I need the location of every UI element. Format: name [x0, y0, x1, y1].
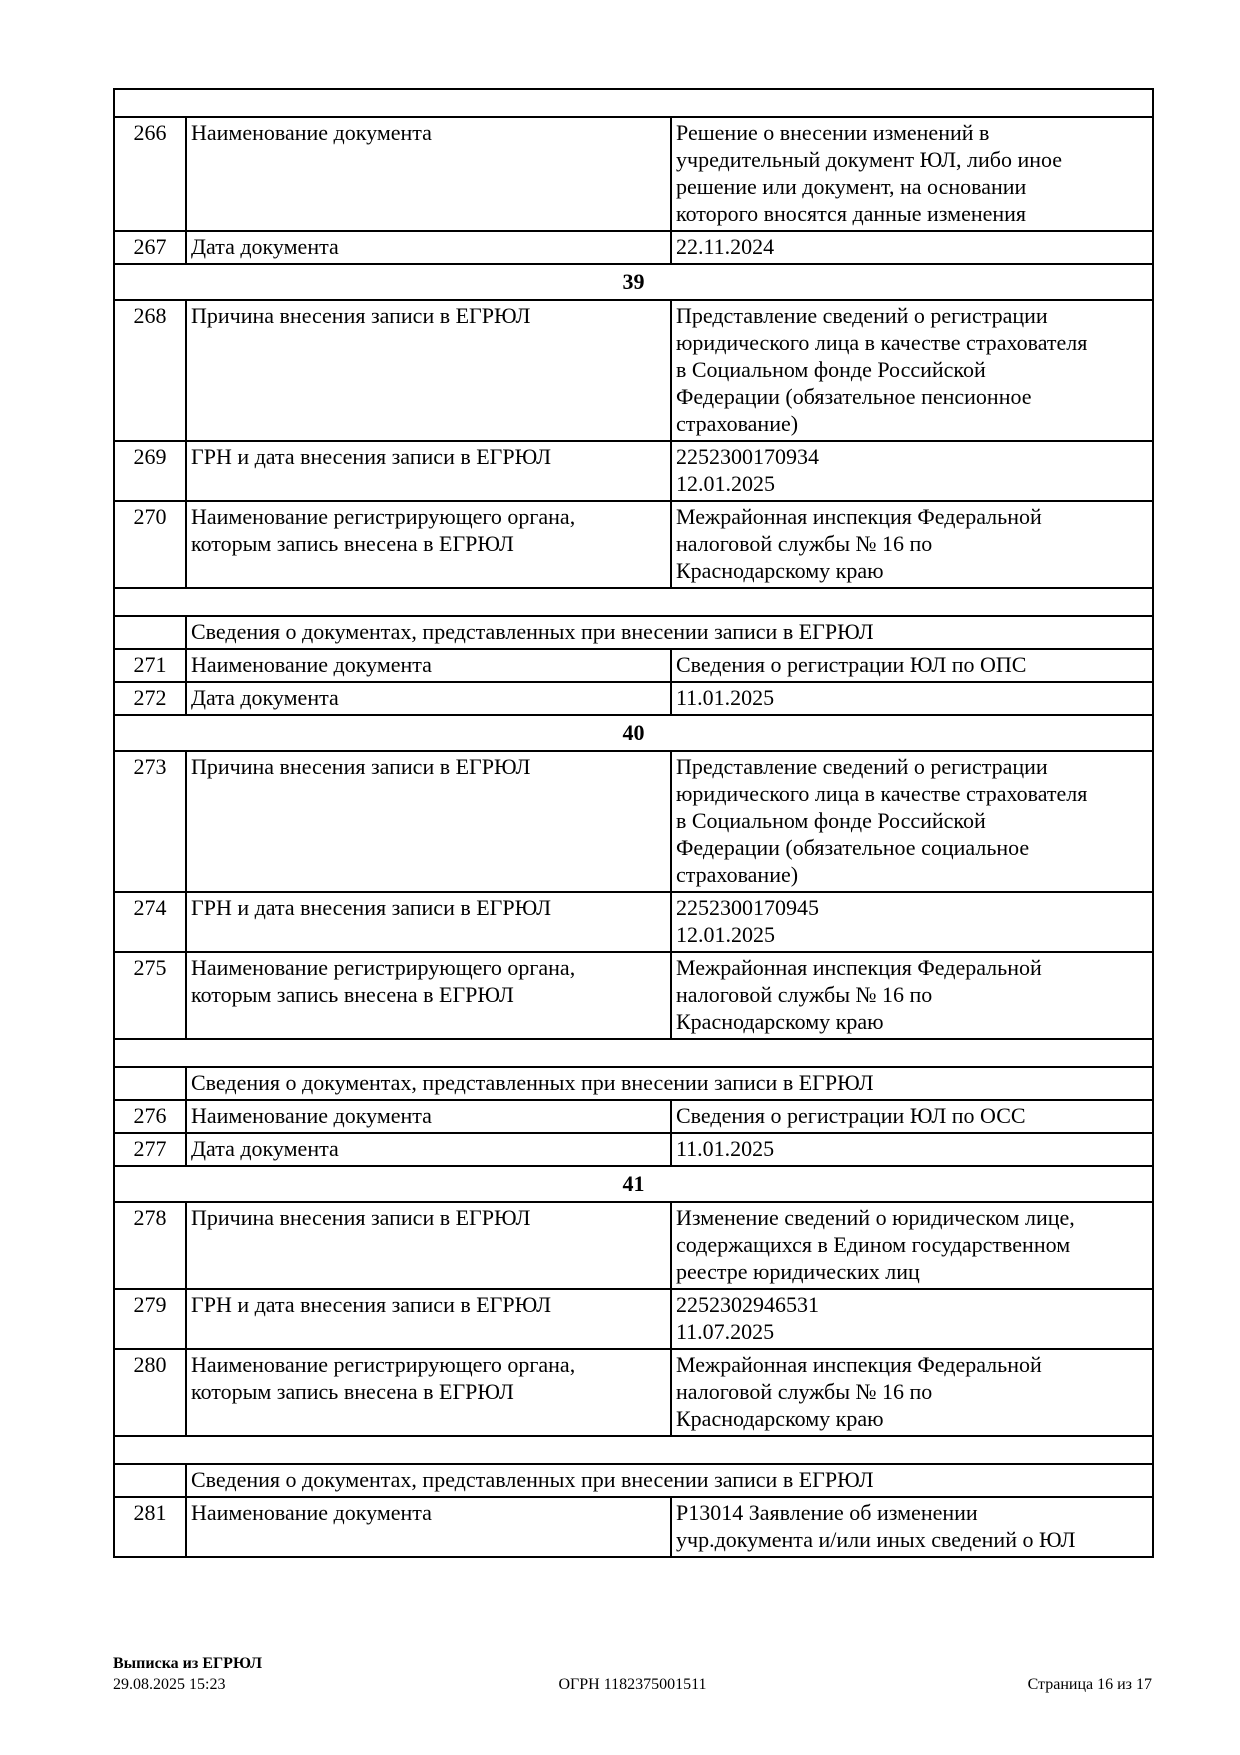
row-number-cell: 274	[113, 891, 187, 953]
field-value-cell: Изменение сведений о юридическом лице, с…	[669, 1201, 1155, 1290]
docs-section-header: Сведения о документах, представленных пр…	[184, 615, 1155, 650]
field-value-cell: Представление сведений о регистрации юри…	[669, 299, 1155, 442]
row-number-cell	[113, 615, 187, 650]
docs-header-row: Сведения о документах, представленных пр…	[113, 1066, 1155, 1101]
table-row: 272 Дата документа 11.01.2025	[113, 681, 1155, 716]
spacer-cell	[112, 1435, 1155, 1465]
field-label-cell: ГРН и дата внесения записи в ЕГРЮЛ	[185, 891, 672, 953]
section-number: 39	[112, 263, 1155, 301]
field-label-cell: Причина внесения записи в ЕГРЮЛ	[185, 1201, 672, 1290]
field-label-cell: Дата документа	[185, 230, 672, 265]
field-value-cell: Сведения о регистрации ЮЛ по ОПС	[669, 648, 1155, 683]
field-value-cell: Сведения о регистрации ЮЛ по ОСС	[669, 1099, 1155, 1134]
section-number: 41	[112, 1165, 1155, 1203]
spacer-cell	[112, 1038, 1155, 1068]
row-number-cell: 272	[113, 681, 187, 716]
footer-datetime: 29.08.2025 15:23	[113, 1676, 226, 1693]
footer-ogrn: ОГРН 1182375001511	[558, 1676, 707, 1693]
docs-section-header: Сведения о документах, представленных пр…	[184, 1463, 1155, 1498]
table-row: 266 Наименование документа Решение о вне…	[113, 116, 1155, 232]
table-row: 275 Наименование регистрирующего органа,…	[113, 951, 1155, 1040]
spacer-cell	[112, 587, 1155, 617]
row-number-cell: 273	[113, 750, 187, 893]
table-row: 267 Дата документа 22.11.2024	[113, 230, 1155, 265]
field-value-cell: Межрайонная инспекция Федеральной налого…	[669, 500, 1155, 589]
row-number-cell: 281	[113, 1496, 187, 1558]
field-label-cell: Наименование регистрирующего органа, кот…	[185, 1348, 672, 1437]
field-value-cell: Представление сведений о регистрации юри…	[669, 750, 1155, 893]
section-number: 40	[112, 714, 1155, 752]
table-row: 269 ГРН и дата внесения записи в ЕГРЮЛ 2…	[113, 440, 1155, 502]
field-value-cell: Р13014 Заявление об изменении учр.докуме…	[669, 1496, 1155, 1558]
row-number-cell: 266	[113, 116, 187, 232]
table-row: 268 Причина внесения записи в ЕГРЮЛ Пред…	[113, 299, 1155, 442]
spacer-row	[112, 1038, 1155, 1068]
field-label-cell: Дата документа	[185, 1132, 672, 1167]
row-number-cell: 280	[113, 1348, 187, 1437]
row-number-cell: 278	[113, 1201, 187, 1290]
footer-left-block: Выписка из ЕГРЮЛ 29.08.2025 15:23	[113, 1653, 1152, 1695]
field-label-cell: ГРН и дата внесения записи в ЕГРЮЛ	[185, 440, 672, 502]
row-number-cell: 277	[113, 1132, 187, 1167]
docs-header-row: Сведения о документах, представленных пр…	[113, 615, 1155, 650]
table-row: 279 ГРН и дата внесения записи в ЕГРЮЛ 2…	[113, 1288, 1155, 1350]
row-number-cell: 276	[113, 1099, 187, 1134]
field-label-cell: Наименование регистрирующего органа, кот…	[185, 951, 672, 1040]
docs-section-header: Сведения о документах, представленных пр…	[184, 1066, 1155, 1101]
egrul-records-table: 266 Наименование документа Решение о вне…	[112, 88, 1155, 1558]
row-number-cell: 267	[113, 230, 187, 265]
row-number-cell: 269	[113, 440, 187, 502]
field-label-cell: Наименование документа	[185, 116, 672, 232]
field-value-cell: Межрайонная инспекция Федеральной налого…	[669, 1348, 1155, 1437]
section-number-row: 40	[112, 714, 1155, 752]
field-value-cell: 11.01.2025	[669, 681, 1155, 716]
spacer-row	[112, 1435, 1155, 1465]
row-number-cell: 271	[113, 648, 187, 683]
field-label-cell: Наименование документа	[185, 1099, 672, 1134]
table-row: 273 Причина внесения записи в ЕГРЮЛ Пред…	[113, 750, 1155, 893]
field-label-cell: Наименование документа	[185, 1496, 672, 1558]
table-row: 281 Наименование документа Р13014 Заявле…	[113, 1496, 1155, 1558]
section-number-row: 39	[112, 263, 1155, 301]
table-row: 271 Наименование документа Сведения о ре…	[113, 648, 1155, 683]
field-value-cell: Решение о внесении изменений в учредител…	[669, 116, 1155, 232]
footer-doc-name: Выписка из ЕГРЮЛ	[113, 1655, 263, 1672]
page-footer: Выписка из ЕГРЮЛ 29.08.2025 15:23 ОГРН 1…	[113, 1653, 1152, 1695]
table-row: 278 Причина внесения записи в ЕГРЮЛ Изме…	[113, 1201, 1155, 1290]
docs-header-row: Сведения о документах, представленных пр…	[113, 1463, 1155, 1498]
field-label-cell: Наименование регистрирующего органа, кот…	[185, 500, 672, 589]
table-row: 274 ГРН и дата внесения записи в ЕГРЮЛ 2…	[113, 891, 1155, 953]
row-number-cell: 275	[113, 951, 187, 1040]
field-label-cell: Дата документа	[185, 681, 672, 716]
spacer-row	[112, 587, 1155, 617]
spacer-cell	[112, 88, 1155, 118]
row-number-cell: 279	[113, 1288, 187, 1350]
table-row: 277 Дата документа 11.01.2025	[113, 1132, 1155, 1167]
footer-page-number: Страница 16 из 17	[1027, 1676, 1152, 1693]
row-number-cell	[113, 1463, 187, 1498]
field-label-cell: ГРН и дата внесения записи в ЕГРЮЛ	[185, 1288, 672, 1350]
section-number-row: 41	[112, 1165, 1155, 1203]
field-label-cell: Причина внесения записи в ЕГРЮЛ	[185, 750, 672, 893]
field-value-cell: 2252300170934 12.01.2025	[669, 440, 1155, 502]
row-number-cell: 270	[113, 500, 187, 589]
row-number-cell	[113, 1066, 187, 1101]
field-value-cell: Межрайонная инспекция Федеральной налого…	[669, 951, 1155, 1040]
field-label-cell: Причина внесения записи в ЕГРЮЛ	[185, 299, 672, 442]
table-row: 280 Наименование регистрирующего органа,…	[113, 1348, 1155, 1437]
row-number-cell: 268	[113, 299, 187, 442]
field-value-cell: 2252300170945 12.01.2025	[669, 891, 1155, 953]
spacer-row	[112, 88, 1155, 118]
table-row: 270 Наименование регистрирующего органа,…	[113, 500, 1155, 589]
field-value-cell: 11.01.2025	[669, 1132, 1155, 1167]
field-label-cell: Наименование документа	[185, 648, 672, 683]
field-value-cell: 2252302946531 11.07.2025	[669, 1288, 1155, 1350]
field-value-cell: 22.11.2024	[669, 230, 1155, 265]
table-row: 276 Наименование документа Сведения о ре…	[113, 1099, 1155, 1134]
